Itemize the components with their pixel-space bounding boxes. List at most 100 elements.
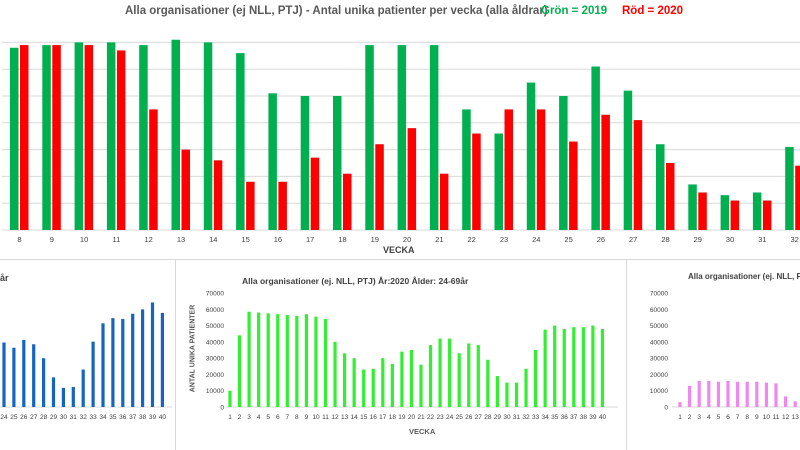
top-chart-title: Alla organisationer (ej NLL, PTJ) - Anta… — [125, 5, 548, 17]
x-tick-label: 32 — [522, 414, 530, 421]
x-tick-label: 23 — [500, 235, 508, 244]
x-tick-label: 17 — [379, 414, 387, 421]
x-tick-label: 10 — [80, 235, 88, 244]
legend-2020: Röd = 2020 — [622, 5, 684, 17]
bar-30-2019 — [720, 195, 730, 230]
x-tick-label: 21 — [417, 414, 425, 421]
x-tick-label: 39 — [149, 414, 157, 421]
bar-week-12 — [784, 396, 788, 407]
x-tick-label: 15 — [360, 414, 368, 421]
bar-week-7 — [285, 314, 289, 407]
bar-31-2020 — [762, 200, 772, 230]
bar-week-2 — [237, 335, 242, 407]
bar-week-3 — [697, 380, 701, 407]
top-chart-xlabel: VECKA — [383, 245, 415, 255]
bar-week-34 — [101, 323, 105, 407]
x-tick-label: 19 — [398, 414, 406, 421]
bar-week-38 — [141, 309, 145, 407]
bar-10-2019 — [74, 42, 84, 231]
bar-week-30 — [61, 387, 65, 407]
panel-divider-top — [0, 259, 800, 260]
bar-week-3 — [247, 311, 251, 407]
x-tick-label: 13 — [177, 235, 185, 244]
x-tick-label: 27 — [475, 414, 483, 421]
bar-week-40 — [160, 312, 164, 407]
bar-25-2020 — [569, 141, 578, 230]
x-tick-label: 35 — [551, 414, 559, 421]
bar-week-36 — [121, 318, 125, 407]
bar-week-19 — [400, 351, 404, 407]
x-tick-label: 21 — [435, 235, 443, 244]
x-tick-label: 26 — [20, 414, 28, 421]
bar-week-25 — [12, 347, 16, 407]
legend-2019: Grön = 2019 — [541, 5, 608, 17]
bar-27-2020 — [633, 120, 643, 230]
bar-32-2019 — [785, 146, 794, 230]
bar-week-32 — [524, 368, 528, 407]
bar-week-33 — [534, 350, 538, 407]
x-tick-label: 6 — [276, 414, 280, 421]
x-tick-label: 34 — [99, 414, 107, 421]
bar-25-2019 — [559, 96, 568, 230]
x-tick-label: 20 — [408, 414, 416, 421]
bar-week-12 — [333, 341, 337, 407]
x-tick-label: 30 — [60, 414, 68, 421]
x-tick-label: 37 — [570, 414, 578, 421]
x-tick-label: 26 — [597, 235, 605, 244]
x-tick-label: 22 — [468, 235, 476, 244]
bar-week-10 — [764, 382, 768, 407]
x-tick-label: 40 — [599, 414, 607, 421]
bar-week-20 — [409, 350, 414, 407]
bar-27-2019 — [623, 90, 633, 230]
x-tick-label: 33 — [532, 414, 540, 421]
x-tick-label: 39 — [589, 414, 597, 421]
bar-week-23 — [438, 338, 442, 407]
x-tick-label: 12 — [331, 414, 339, 421]
bar-12-2020 — [149, 109, 158, 230]
x-tick-label: 36 — [561, 414, 569, 421]
x-tick-label: 9 — [755, 414, 759, 421]
x-tick-label: 2 — [688, 414, 692, 421]
bar-week-21 — [419, 364, 423, 407]
bar-11-2020 — [116, 50, 126, 230]
bar-week-31 — [514, 382, 519, 407]
bar-week-5 — [266, 313, 270, 407]
y-tick-label: 20000 — [206, 372, 224, 379]
x-tick-label: 14 — [209, 235, 217, 244]
bar-16-2020 — [278, 181, 287, 230]
x-tick-label: 30 — [503, 414, 511, 421]
bar-week-37 — [131, 313, 135, 407]
x-tick-label: 7 — [736, 414, 740, 421]
bar-17-2020 — [310, 157, 320, 230]
bar-week-36 — [562, 328, 566, 407]
x-tick-label: 27 — [30, 414, 38, 421]
bar-29-2020 — [698, 192, 707, 230]
x-tick-label: 25 — [564, 235, 572, 244]
x-tick-label: 22 — [427, 414, 435, 421]
y-tick-label: 70000 — [650, 291, 668, 298]
y-tick-label: 10000 — [650, 388, 668, 395]
x-tick-label: 9 — [50, 235, 54, 244]
x-tick-label: 33 — [89, 414, 97, 421]
x-tick-label: 4 — [257, 414, 261, 421]
x-tick-label: 32 — [80, 414, 88, 421]
y-tick-label: 30000 — [650, 356, 668, 363]
bar-week-9 — [304, 314, 308, 407]
bar-week-39 — [150, 302, 155, 407]
bar-week-8 — [295, 315, 299, 407]
x-tick-label: 29 — [50, 414, 58, 421]
x-tick-label: 36 — [119, 414, 127, 421]
x-tick-label: 10 — [763, 414, 771, 421]
x-tick-label: 20 — [403, 235, 411, 244]
bar-week-28 — [42, 358, 46, 407]
bar-week-35 — [553, 325, 557, 407]
bar-week-13 — [793, 401, 797, 407]
bar-10-2020 — [84, 45, 94, 230]
x-tick-label: 31 — [513, 414, 521, 421]
x-tick-label: 29 — [694, 235, 702, 244]
x-tick-label: 3 — [697, 414, 701, 421]
x-tick-label: 15 — [241, 235, 249, 244]
bar-week-28 — [486, 359, 490, 407]
x-tick-label: 8 — [745, 414, 749, 421]
